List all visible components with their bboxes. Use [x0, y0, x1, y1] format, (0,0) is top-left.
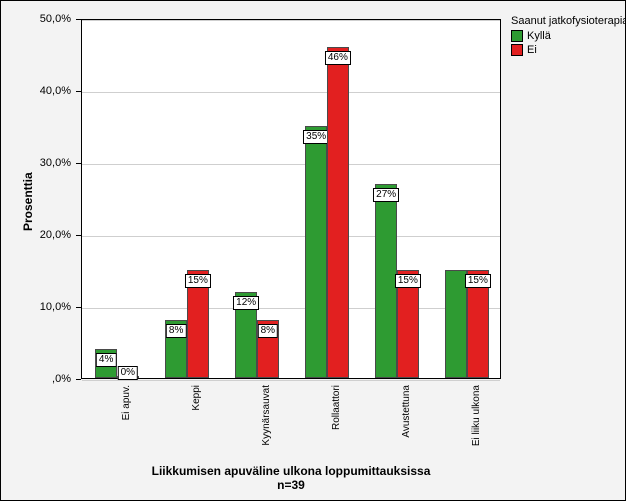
legend-swatch: [511, 44, 523, 56]
y-tick-label: 40,0%: [1, 85, 71, 97]
legend-item: Kyllä: [511, 29, 626, 43]
y-tick-label: 10,0%: [1, 301, 71, 313]
y-tick-mark: [76, 91, 81, 92]
x-tick-label: Avustettuna: [401, 385, 412, 485]
plot-area: 4%0% 8% 15% 12% 8% 35% 46% 27% 15% 15%: [81, 19, 501, 379]
chart-stage: Prosenttia 4%0% 8% 15% 12% 8% 35% 46% 27% 15% 15%…: [0, 0, 626, 501]
y-axis-title: Prosenttia: [21, 172, 35, 231]
x-axis-title-line2: n=39: [277, 478, 305, 492]
bar-value-label: 27%: [373, 188, 399, 202]
bar: [305, 126, 327, 378]
gridline: [82, 164, 500, 165]
x-tick-label: Keppi: [191, 385, 202, 485]
x-tick-label: Ei apuv.: [121, 385, 132, 485]
x-tick-label: Ei liiku ulkona: [471, 385, 482, 485]
bar-value-label: 4%: [96, 353, 116, 367]
bar-value-label: 46%: [325, 51, 351, 65]
x-tick-label: Rollaattori: [331, 385, 342, 485]
legend-title: Saanut jatkofysioterapiaa: [511, 15, 626, 27]
y-tick-mark: [76, 19, 81, 20]
bar-value-label: 8%: [258, 324, 278, 338]
bar-value-label: 0%: [118, 366, 138, 380]
legend-label: Kyllä: [527, 29, 551, 43]
y-tick-mark: [76, 379, 81, 380]
bar-value-label: 15%: [465, 274, 491, 288]
y-tick-label: 50,0%: [1, 13, 71, 25]
gridline: [82, 92, 500, 93]
bar-value-label: 35%: [303, 130, 329, 144]
bar-value-label: 12%: [233, 296, 259, 310]
legend-item: Ei: [511, 43, 626, 57]
y-tick-label: 30,0%: [1, 157, 71, 169]
y-tick-mark: [76, 307, 81, 308]
y-tick-mark: [76, 235, 81, 236]
gridline: [82, 380, 500, 381]
legend: Saanut jatkofysioterapiaa KylläEi: [511, 15, 626, 57]
gridline: [82, 236, 500, 237]
y-tick-label: 20,0%: [1, 229, 71, 241]
gridline: [82, 20, 500, 21]
bar-value-label: 15%: [395, 274, 421, 288]
x-axis-title: Liikkumisen apuväline ulkona loppumittau…: [81, 465, 501, 493]
y-tick-mark: [76, 163, 81, 164]
bar: [375, 184, 397, 378]
y-tick-label: ,0%: [1, 373, 71, 385]
x-tick-label: Kyynärsauvat: [261, 385, 272, 485]
bar: [445, 270, 467, 378]
gridline: [82, 308, 500, 309]
legend-swatch: [511, 30, 523, 42]
bar-value-label: 15%: [185, 274, 211, 288]
legend-label: Ei: [527, 43, 537, 57]
bar-value-label: 8%: [166, 324, 186, 338]
bar: [327, 47, 349, 378]
